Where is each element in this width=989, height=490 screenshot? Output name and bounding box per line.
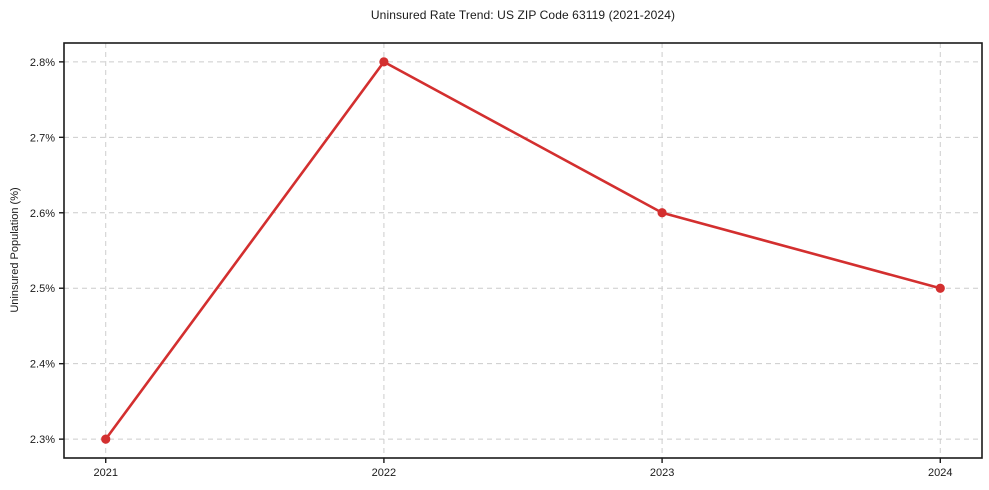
axes-spines [63,42,983,459]
y-tick-label: 2.7% [30,132,55,144]
data-point-marker [657,208,667,218]
y-tick-label: 2.4% [30,359,55,371]
data-point-marker [379,57,389,67]
y-tick-label: 2.8% [30,57,55,69]
y-tick-label: 2.3% [30,434,55,446]
x-tick-label: 2024 [928,467,952,479]
data-point-marker [101,434,111,444]
x-tick-label: 2022 [372,467,396,479]
chart-title: Uninsured Rate Trend: US ZIP Code 63119 … [370,8,676,22]
y-tick-label: 2.6% [30,208,55,220]
x-tick-label: 2023 [650,467,674,479]
trend-line [104,60,942,441]
data-point-marker [935,283,945,293]
y-tick-label: 2.5% [30,283,55,295]
x-tick-label: 2021 [93,467,117,479]
